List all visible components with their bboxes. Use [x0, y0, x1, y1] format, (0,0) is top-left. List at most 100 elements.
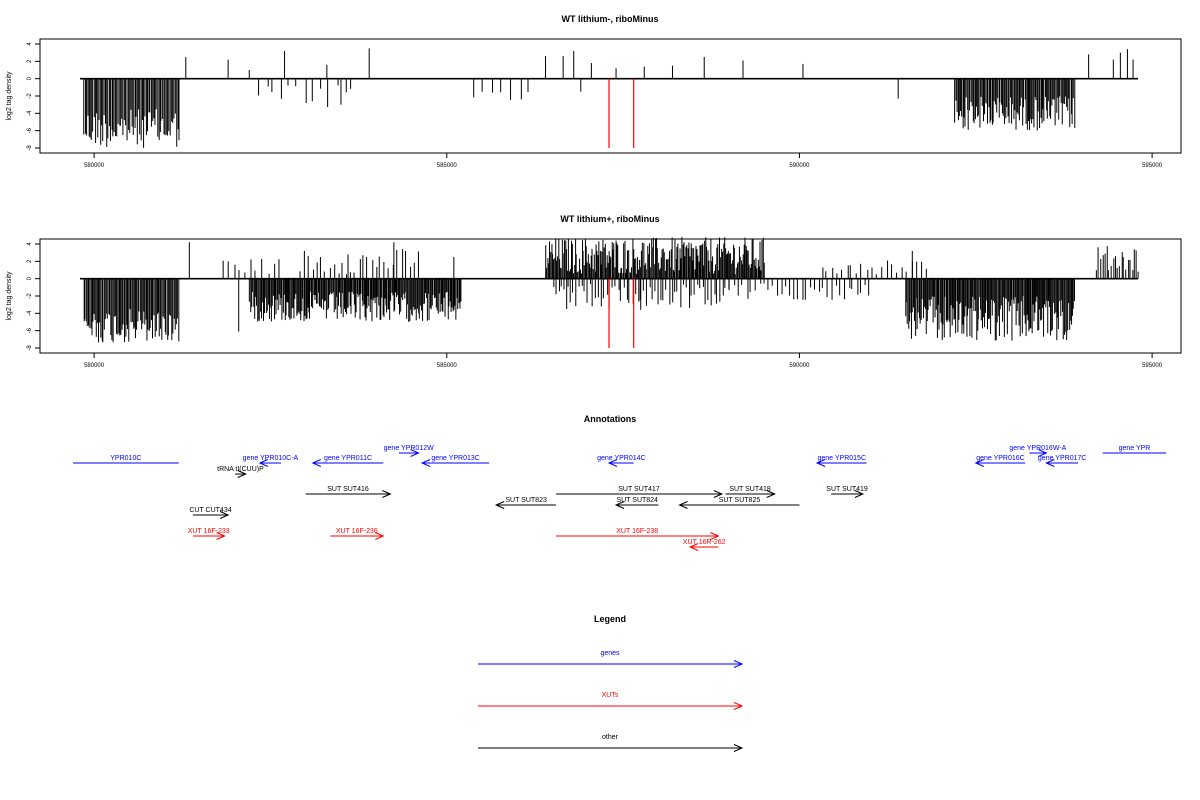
feature-gene-ypr011c: gene YPR011C: [311, 455, 384, 467]
x-tick-label: 590000: [789, 363, 810, 369]
y-tick-label: -4: [27, 110, 33, 116]
feature-arrowhead: [710, 532, 720, 540]
feature-label: gene YPR010C-A: [243, 455, 299, 462]
feature-label: gene YPR011C: [324, 455, 372, 462]
feature-sut-sut419: SUT SUT419: [826, 486, 868, 498]
y-tick-label: 4: [27, 242, 33, 246]
annotations-track: Annotations YPR010C gene YPR010C-A gene YP…: [72, 414, 1167, 551]
y-tick-label: 4: [27, 42, 33, 46]
feature-cut-cut434: CUT CUT434: [189, 507, 232, 519]
feature-arrowhead: [678, 501, 688, 509]
legend-item-xuts: XUTs: [478, 692, 744, 710]
feature-gene-ypr010c-a: gene YPR010C-A: [243, 455, 299, 467]
feature-label: XUT 16F-233: [188, 528, 230, 535]
feature-list: YPR010C gene YPR010C-A gene YPR011C gene YP…: [72, 445, 1167, 551]
feature-sut-sut823: SUT SUT823: [494, 497, 557, 509]
y-tick-label: -6: [27, 127, 33, 133]
y-axis: -8 -6 -4 -2 0 2 4: [27, 42, 41, 151]
x-tick-label: 595000: [1142, 163, 1163, 169]
feature-gene-ypr: gene YPR: [1102, 445, 1167, 454]
feature-arrowhead: [614, 501, 625, 509]
x-tick-label: 585000: [437, 363, 458, 369]
y-tick-label: 0: [27, 76, 33, 80]
bars: [80, 48, 1138, 148]
panel-title: WT lithium-, riboMinus: [562, 14, 659, 24]
x-tick-label: 585000: [437, 163, 458, 169]
feature-label: gene YPR012W: [384, 445, 434, 452]
legend-item-genes: genes: [478, 650, 744, 668]
feature-arrowhead: [974, 459, 984, 467]
feature-trna-ti-cuu-p: tRNA tI(CUU)P: [217, 466, 264, 478]
feature-arrowhead: [688, 543, 699, 551]
x-axis: 580000 585000 590000 595000: [84, 152, 1163, 169]
feature-label: SUT SUT417: [618, 486, 660, 493]
feature-label: XUT 16F-238: [616, 528, 658, 535]
feature-arrowhead: [607, 459, 618, 467]
feature-arrowhead: [854, 490, 865, 498]
feature-arrowhead: [766, 490, 777, 498]
feature-arrowhead: [216, 532, 226, 540]
feature-label: gene YPR016C: [976, 455, 1025, 462]
feature-arrowhead: [410, 449, 420, 457]
legend-item-other: other: [478, 734, 744, 752]
feature-sut-sut824: SUT SUT824: [614, 497, 659, 509]
feature-gene-ypr016c: gene YPR016C: [974, 455, 1026, 467]
feature-label: gene YPR016W-A: [1009, 445, 1066, 452]
feature-xut-16r-262: XUT 16R-262: [683, 539, 726, 551]
legend-label: other: [602, 734, 619, 741]
y-tick-label: -4: [27, 310, 33, 316]
plot-frame: [39, 238, 1182, 354]
legend-arrowhead: [733, 702, 744, 710]
panel-title: WT lithium+, riboMinus: [560, 214, 659, 224]
feature-gene-ypr017c: gene YPR017C: [1038, 455, 1087, 467]
feature-label: SUT SUT418: [729, 486, 771, 493]
feature-arrowhead: [1038, 449, 1048, 457]
feature-arrowhead: [420, 459, 431, 467]
feature-label: YPR010C: [110, 455, 141, 462]
feature-sut-sut417: SUT SUT417: [556, 486, 724, 498]
legend-label: XUTs: [602, 692, 619, 699]
feature-sut-sut825: SUT SUT825: [678, 497, 800, 509]
y-axis-label: log2 tag density: [6, 271, 13, 321]
feature-sut-sut416: SUT SUT416: [305, 486, 392, 498]
x-tick-label: 580000: [84, 363, 105, 369]
x-tick-label: 580000: [84, 163, 105, 169]
feature-arrowhead: [1045, 459, 1055, 467]
feature-label: CUT CUT434: [189, 507, 231, 514]
y-tick-label: 2: [27, 259, 33, 263]
highlight-lines: [608, 78, 635, 148]
highlight-lines: [608, 278, 635, 348]
feature-label: gene YPR015C: [817, 455, 866, 462]
feature-label: XUT 16F-236: [336, 528, 378, 535]
feature-arrowhead: [237, 470, 248, 478]
feature-xut-16f-233: XUT 16F-233: [188, 528, 230, 540]
y-tick-label: -8: [27, 345, 33, 351]
y-tick-label: -2: [27, 293, 33, 299]
y-tick-label: -6: [27, 327, 33, 333]
feature-xut-16f-236: XUT 16F-236: [330, 528, 385, 540]
annotations-title: Annotations: [584, 414, 637, 424]
legend-items: genes XUTs other: [478, 650, 744, 752]
feature-sut-sut418: SUT SUT418: [725, 486, 777, 498]
feature-label: SUT SUT419: [826, 486, 868, 493]
panel-lithium-plus: WT lithium+, riboMinus log2 tag density …: [6, 214, 1182, 369]
feature-gene-ypr014c: gene YPR014C: [597, 455, 646, 467]
feature-arrowhead: [219, 511, 230, 519]
y-tick-label: 0: [27, 276, 33, 280]
feature-arrowhead: [815, 459, 826, 467]
feature-gene-ypr013c: gene YPR013C: [420, 455, 490, 467]
x-axis: 580000 585000 590000 595000: [84, 352, 1163, 369]
feature-label: SUT SUT416: [327, 486, 369, 493]
x-tick-label: 590000: [789, 163, 810, 169]
legend-title: Legend: [594, 614, 626, 624]
feature-label: gene YPR017C: [1038, 455, 1087, 462]
feature-xut-16f-238: XUT 16F-238: [556, 528, 720, 540]
y-axis: -8 -6 -4 -2 0 2 4: [27, 242, 41, 351]
feature-arrowhead: [375, 532, 385, 540]
feature-label: SUT SUT824: [616, 497, 658, 504]
y-tick-label: -2: [27, 93, 33, 99]
legend: Legend genes XUTs other: [478, 614, 744, 752]
panel-lithium-minus: WT lithium-, riboMinus log2 tag density …: [6, 14, 1182, 169]
feature-arrowhead: [311, 459, 321, 467]
